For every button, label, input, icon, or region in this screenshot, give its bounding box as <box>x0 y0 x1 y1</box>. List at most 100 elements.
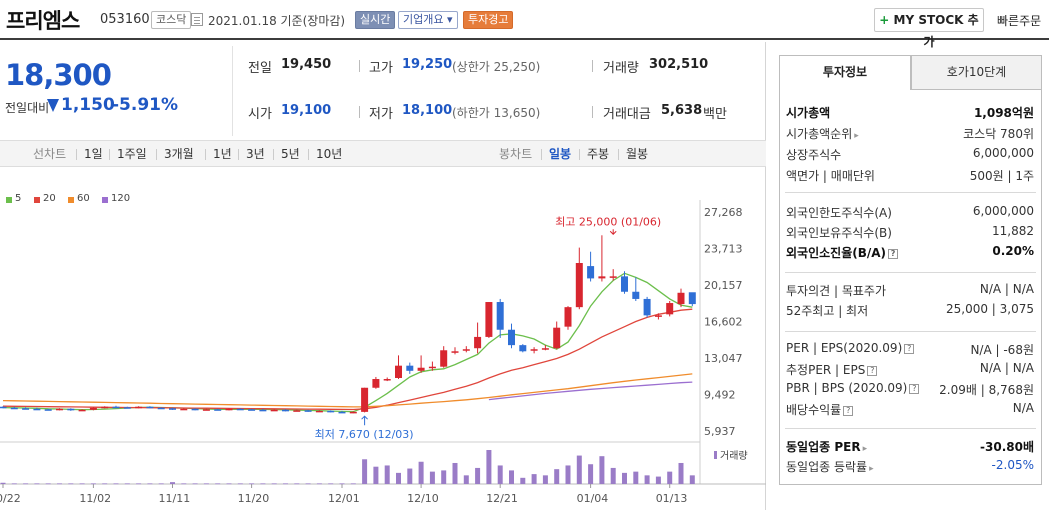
divider <box>308 149 309 160</box>
candle-body <box>609 276 617 278</box>
info-label-text: 52주최고 | 최저 <box>786 304 869 318</box>
period-1d[interactable]: 1일 <box>84 147 103 161</box>
open-value: 19,100 <box>281 103 332 118</box>
volume-bar <box>271 483 277 485</box>
help-icon[interactable]: ? <box>867 365 878 376</box>
candle-body <box>451 351 459 353</box>
caret-right-icon[interactable]: ▸ <box>869 464 874 474</box>
divider <box>541 149 542 160</box>
investment-warning-badge[interactable]: 투자경고 <box>463 11 514 29</box>
info-label[interactable]: 동일업종 PER ▸ <box>786 438 867 455</box>
candle-body <box>270 409 278 412</box>
period-3m[interactable]: 3개월 <box>164 147 194 161</box>
info-label[interactable]: PER | EPS(2020.09)? <box>786 341 915 355</box>
volume-bar <box>158 483 164 485</box>
info-label[interactable]: PBR | BPS (2020.09)? <box>786 381 920 395</box>
ma20-legend-label: 20 <box>43 193 56 204</box>
candle-body <box>123 407 131 409</box>
info-label: 52주최고 | 최저 <box>786 302 868 319</box>
caret-right-icon[interactable]: ▸ <box>862 444 868 454</box>
prev-compare-label: 전일대비 <box>5 101 50 115</box>
volume-bar <box>260 483 266 485</box>
candle-body <box>677 292 685 305</box>
candle-daily[interactable]: 일봉 <box>549 147 572 161</box>
x-tick-label: 11/20 <box>238 492 270 505</box>
line-chart-label[interactable]: 선차트 <box>33 147 67 161</box>
plus-icon: + <box>879 13 890 27</box>
volume-bar <box>554 469 560 484</box>
info-label-text: 상장주식수 <box>786 148 842 162</box>
help-icon[interactable]: ? <box>888 248 899 259</box>
info-divider <box>785 272 1036 273</box>
info-label-text: 배당수익률 <box>786 403 842 417</box>
x-tick-label: 01/13 <box>656 492 688 505</box>
info-label-text: 외국인한도주식수(A) <box>786 206 892 220</box>
candle-body <box>78 409 86 412</box>
info-label[interactable]: 외국인소진율(B/A)? <box>786 244 899 261</box>
x-tick-label: 10/22 <box>0 492 21 505</box>
period-3y[interactable]: 3년 <box>246 147 265 161</box>
volume-bar <box>497 465 503 484</box>
candle-body <box>541 348 549 350</box>
volume-bar <box>170 482 175 484</box>
help-icon[interactable]: ? <box>904 343 915 354</box>
info-label-text: PBR | BPS (2020.09) <box>786 381 908 395</box>
info-value: 6,000,000 <box>972 146 1034 160</box>
info-label: 상장주식수 <box>786 146 841 163</box>
candle-body <box>327 410 335 413</box>
info-label[interactable]: 시가총액순위 ▸ <box>786 125 859 142</box>
volume-bar <box>45 483 51 485</box>
change-percent: -5.91% <box>112 95 179 115</box>
info-label[interactable]: 추정PER | EPS? <box>786 361 878 378</box>
realtime-button[interactable]: 실시간 <box>355 11 396 29</box>
tab-investment-info[interactable]: 투자정보 <box>779 55 911 90</box>
candle-body <box>146 406 154 409</box>
period-10y[interactable]: 10년 <box>316 147 343 161</box>
tab-order-book[interactable]: 호가10단계 <box>911 55 1042 90</box>
help-icon[interactable]: ? <box>843 405 854 416</box>
candle-chart-label[interactable]: 봉차트 <box>499 147 533 161</box>
y-tick-label: 9,492 <box>704 389 736 402</box>
volume-bar <box>215 483 221 485</box>
period-1w[interactable]: 1주일 <box>117 147 147 161</box>
info-label[interactable]: 동일업종 등락률 ▸ <box>786 458 874 475</box>
divider <box>232 46 233 136</box>
divider <box>205 149 206 160</box>
add-mystock-button[interactable]: + MY STOCK 추가 <box>874 8 984 49</box>
candle-body <box>33 408 41 411</box>
high-label: 고가 <box>369 61 393 76</box>
volume-bar <box>249 483 255 485</box>
period-5y[interactable]: 5년 <box>281 147 300 161</box>
candle-body <box>575 263 583 308</box>
info-value: -30.80배 <box>980 440 1034 454</box>
company-overview-dropdown[interactable]: 기업개요 ▾ <box>398 11 458 29</box>
volume-bar <box>237 483 243 485</box>
price-chart-panel <box>0 42 766 510</box>
candle-body <box>225 408 233 411</box>
caret-right-icon[interactable]: ▸ <box>854 131 859 141</box>
candle-weekly[interactable]: 주봉 <box>587 147 610 161</box>
candle-monthly[interactable]: 월봉 <box>626 147 649 161</box>
amount-label: 거래대금 <box>603 107 651 122</box>
volume-bar <box>667 471 673 484</box>
info-value: 2.09배 | 8,768원 <box>939 383 1034 397</box>
info-label[interactable]: 배당수익률? <box>786 401 854 418</box>
volume-bar <box>124 483 130 485</box>
ma120-line <box>488 381 693 401</box>
open-label: 시가 <box>248 107 272 122</box>
candle-body <box>666 303 674 315</box>
x-tick-label: 12/21 <box>486 492 518 505</box>
period-1y[interactable]: 1년 <box>213 147 232 161</box>
volume-bar <box>418 461 424 484</box>
low-annotation: 최저 7,670 (12/03) <box>315 428 414 441</box>
candle-body <box>135 406 143 409</box>
volume-bar <box>384 465 390 484</box>
volume-bar <box>294 483 300 485</box>
quick-order-link[interactable]: 빠른주문 <box>997 14 1042 28</box>
candlestick-chart[interactable]: 27,268 23,713 20,157 16,602 13,047 9,492 5,937… <box>0 200 766 510</box>
info-value: 500원 | 1주 <box>969 169 1034 183</box>
candle-body <box>688 292 696 305</box>
help-icon[interactable]: ? <box>909 383 920 394</box>
volume-bar <box>452 462 458 484</box>
ma5-legend-label: 5 <box>15 193 22 204</box>
